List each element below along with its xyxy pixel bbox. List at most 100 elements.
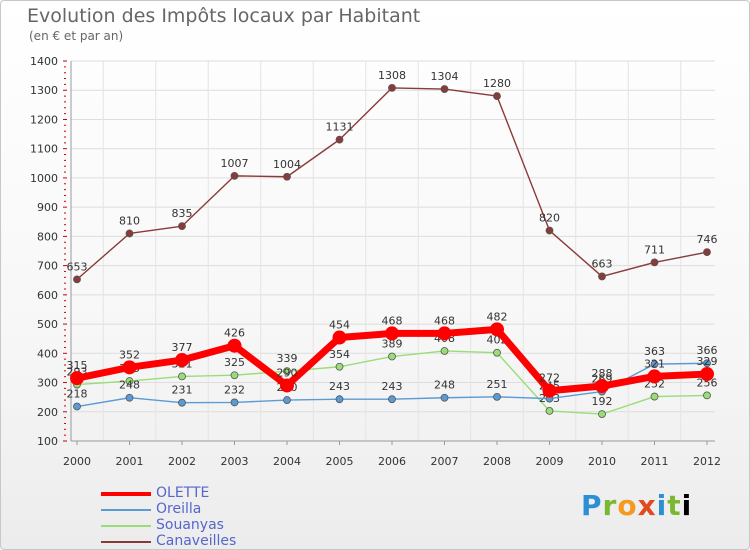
data-point-canaveilles	[440, 85, 449, 93]
data-point-olette	[385, 326, 399, 341]
data-point-canaveilles	[703, 248, 711, 257]
logo-letter: i	[681, 489, 693, 522]
data-point-souanyas	[493, 348, 501, 357]
data-label-oreilla: 232	[224, 383, 245, 396]
data-point-olette	[227, 338, 242, 353]
x-tick-label: 2008	[483, 455, 511, 468]
data-label-canaveilles: 1280	[483, 77, 511, 90]
data-point-souanyas	[125, 377, 134, 385]
x-tick-label: 2006	[378, 455, 406, 468]
logo-letter: P	[581, 489, 603, 522]
legend-swatch-canaveilles	[101, 541, 151, 543]
logo-letter: t	[667, 489, 682, 522]
data-label-olette: 352	[119, 348, 140, 361]
x-tick-label: 2009	[536, 455, 564, 468]
legend-swatch-oreilla	[101, 509, 151, 511]
x-tick-label: 2002	[168, 455, 196, 468]
data-label-canaveilles: 1131	[326, 121, 354, 134]
data-label-souanyas: 354	[329, 348, 350, 361]
data-label-oreilla: 231	[172, 384, 193, 397]
proxiti-logo: Proxiti	[581, 489, 692, 522]
data-point-souanyas	[440, 347, 449, 355]
data-point-olette	[490, 322, 504, 337]
chart-subtitle: (en € et par an)	[29, 29, 124, 43]
data-point-olette	[542, 383, 557, 398]
x-tick-label: 2012	[693, 455, 721, 468]
data-point-olette	[332, 330, 347, 345]
legend-label-canaveilles: Canaveilles	[156, 533, 237, 549]
data-point-oreilla	[388, 395, 396, 404]
data-point-oreilla	[650, 360, 659, 369]
legend-swatch-olette	[101, 492, 151, 496]
data-point-souanyas	[178, 372, 186, 381]
y-tick-label: 500	[37, 318, 58, 331]
data-point-oreilla	[125, 393, 134, 402]
data-label-olette: 329	[697, 355, 718, 368]
y-tick-label: 1000	[30, 172, 58, 185]
data-point-souanyas	[545, 406, 554, 415]
data-point-canaveilles	[388, 83, 396, 92]
data-label-olette: 377	[172, 341, 193, 354]
data-label-souanyas: 192	[592, 395, 613, 408]
data-label-canaveilles: 1304	[431, 70, 459, 83]
data-point-canaveilles	[335, 135, 344, 144]
data-label-souanyas: 256	[697, 376, 718, 389]
data-label-canaveilles: 711	[644, 243, 665, 256]
data-point-olette	[647, 369, 662, 384]
y-tick-label: 400	[37, 347, 58, 360]
logo-letter: x	[637, 489, 657, 522]
y-tick-label: 1300	[30, 84, 58, 97]
y-tick-label: 1100	[30, 143, 58, 156]
data-point-olette	[437, 326, 452, 341]
data-point-canaveilles	[650, 258, 659, 267]
data-point-olette	[595, 379, 609, 394]
data-point-olette	[700, 367, 714, 382]
legend-label-souanyas: Souanyas	[156, 517, 224, 533]
data-label-canaveilles: 835	[172, 207, 193, 220]
data-point-olette	[70, 371, 84, 386]
data-point-canaveilles	[545, 226, 554, 235]
data-label-olette: 321	[644, 357, 665, 370]
y-tick-label: 800	[37, 230, 58, 243]
y-tick-label: 100	[37, 435, 58, 448]
data-point-oreilla	[73, 402, 81, 411]
data-point-canaveilles	[73, 275, 81, 284]
data-point-souanyas	[703, 391, 711, 400]
logo-letter: i	[656, 489, 668, 522]
y-tick-label: 700	[37, 260, 58, 273]
chart-title: Evolution des Impôts locaux par Habitant	[27, 5, 421, 27]
data-label-oreilla: 248	[119, 379, 140, 392]
data-label-olette: 290	[277, 366, 298, 379]
data-label-canaveilles: 746	[697, 233, 718, 246]
data-point-olette	[122, 360, 137, 375]
data-point-souanyas	[230, 371, 239, 380]
data-point-canaveilles	[230, 171, 239, 180]
y-tick-label: 200	[37, 406, 58, 419]
data-point-olette	[280, 378, 294, 393]
data-label-oreilla: 243	[382, 380, 403, 393]
data-point-canaveilles	[125, 229, 134, 238]
data-label-oreilla: 363	[644, 345, 665, 358]
data-point-canaveilles	[178, 222, 186, 231]
data-label-olette: 482	[487, 310, 508, 323]
data-point-canaveilles	[493, 92, 501, 100]
data-label-souanyas: 339	[277, 352, 298, 365]
data-point-oreilla	[493, 392, 501, 401]
x-tick-label: 2001	[116, 455, 144, 468]
x-tick-label: 2000	[63, 455, 91, 468]
data-point-canaveilles	[598, 272, 606, 281]
x-tick-label: 2010	[588, 455, 616, 468]
data-label-olette: 468	[434, 314, 455, 327]
y-tick-label: 1400	[30, 55, 58, 68]
data-label-souanyas: 325	[224, 356, 245, 369]
data-point-canaveilles	[283, 172, 291, 181]
data-label-canaveilles: 1007	[221, 157, 249, 170]
data-label-souanyas: 389	[382, 338, 403, 351]
y-tick-label: 1200	[30, 113, 58, 126]
data-label-olette: 426	[224, 327, 245, 340]
data-point-olette	[175, 353, 189, 368]
data-point-oreilla	[283, 396, 291, 404]
logo-letter: r	[602, 489, 618, 522]
data-point-oreilla	[178, 398, 186, 407]
data-label-canaveilles: 653	[67, 260, 88, 273]
